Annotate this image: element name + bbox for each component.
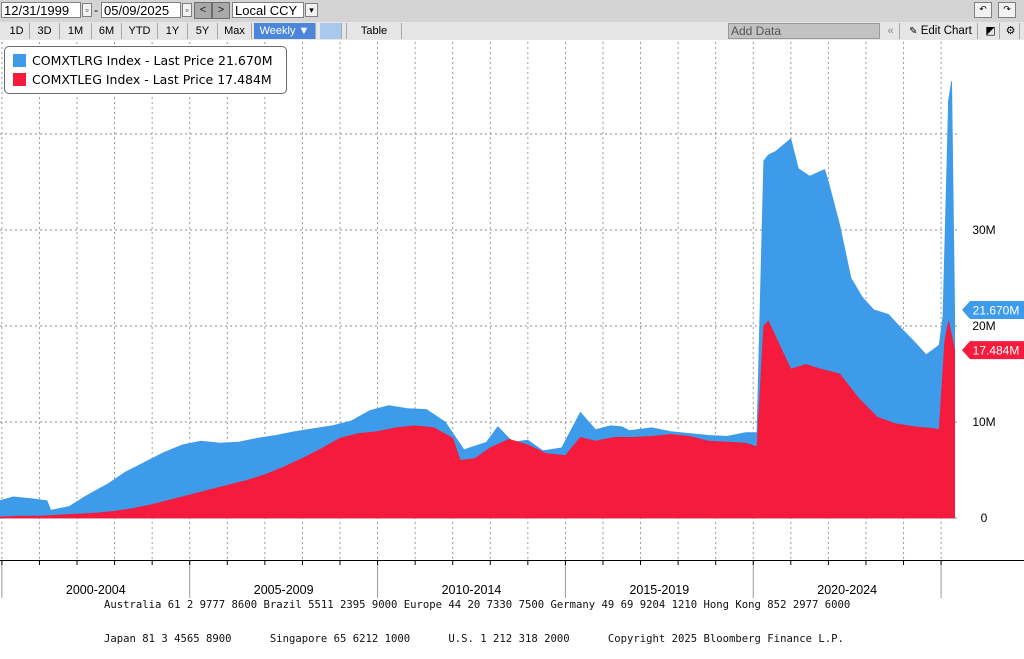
x-axis-band	[0, 560, 1024, 600]
chevron-down-icon[interactable]: ▾	[305, 3, 318, 17]
range-5y-button[interactable]: 5Y	[188, 23, 218, 39]
series-comxtleg-area	[0, 320, 955, 519]
footer-contacts-line2: Japan 81 3 4565 8900 Singapore 65 6212 1…	[104, 633, 844, 645]
frequency-select[interactable]: Weekly ▼	[254, 23, 316, 39]
badge-shape	[962, 300, 1024, 319]
date-toolbar: 12/31/1999 ▫ - 05/09/2025 ▫ < > Local CC…	[0, 0, 1024, 23]
range-max-button[interactable]: Max	[218, 23, 252, 39]
x-period-label: 2015-2019	[629, 583, 689, 597]
area-chart: 0 10M 20M 30M 21.670M 17.484M 2000-2004 2005-20…	[0, 40, 1024, 600]
badge-shape	[962, 341, 1024, 360]
end-date-input[interactable]: 05/09/2025	[101, 2, 181, 18]
add-data-input[interactable]: Add Data	[728, 23, 880, 39]
x-period-label: 2020-2024	[817, 583, 877, 597]
range-ytd-button[interactable]: YTD	[122, 23, 158, 39]
y-tick-label: 20M	[972, 319, 995, 333]
range-1y-button[interactable]: 1Y	[158, 23, 188, 39]
y-tick-label: 10M	[972, 415, 995, 429]
pencil-icon: ✎	[909, 26, 918, 37]
legend-swatch	[13, 73, 26, 86]
badge-label: 17.484M	[973, 344, 1020, 358]
last-value-badge-comxtleg: 17.484M	[962, 341, 1024, 360]
x-period-label: 2000-2004	[66, 583, 126, 597]
range-6m-button[interactable]: 6M	[92, 23, 122, 39]
last-value-badge-comxtlrg: 21.670M	[962, 300, 1024, 319]
double-chevron-left-icon[interactable]: «	[882, 23, 900, 39]
chart-legend: COMXTLRG Index - Last Price 21.670M COMX…	[4, 46, 287, 94]
legend-swatch	[13, 54, 26, 67]
next-period-button[interactable]: >	[212, 2, 230, 19]
chart-type-icon[interactable]	[320, 23, 342, 39]
legend-label: COMXTLRG Index - Last Price 21.670M	[32, 53, 273, 68]
range-1d-button[interactable]: 1D	[4, 23, 30, 39]
gear-icon[interactable]: ⚙	[1002, 23, 1020, 39]
edit-chart-label: Edit Chart	[920, 25, 972, 37]
annotate-icon[interactable]: ◩	[982, 23, 1000, 39]
x-period-label: 2010-2014	[442, 583, 502, 597]
edit-chart-button[interactable]: ✎ Edit Chart	[904, 23, 978, 39]
range-toolbar: 1D 3D 1M 6M YTD 1Y 5Y Max Weekly ▼ Table…	[0, 22, 1024, 41]
start-date-input[interactable]: 12/31/1999	[1, 2, 81, 18]
legend-label: COMXTLEG Index - Last Price 17.484M	[32, 72, 272, 87]
calendar-icon[interactable]: ▫	[182, 3, 192, 17]
range-1m-button[interactable]: 1M	[60, 23, 92, 39]
redo-icon[interactable]: ↷	[998, 2, 1016, 18]
x-period-label: 2005-2009	[254, 583, 314, 597]
y-tick-label: 30M	[972, 223, 995, 237]
currency-select[interactable]: Local CCY	[232, 2, 304, 18]
badge-label: 21.670M	[973, 303, 1020, 317]
footer-contacts-line1: Australia 61 2 9777 8600 Brazil 5511 239…	[104, 599, 851, 611]
y-tick-label: 0	[981, 511, 988, 525]
calendar-icon[interactable]: ▫	[82, 3, 92, 17]
prev-period-button[interactable]: <	[194, 2, 212, 19]
legend-item-comxtleg[interactable]: COMXTLEG Index - Last Price 17.484M	[13, 72, 272, 88]
undo-icon[interactable]: ↶	[974, 2, 992, 18]
date-separator: -	[94, 3, 98, 17]
table-button[interactable]: Table	[346, 23, 402, 39]
legend-item-comxtlrg[interactable]: COMXTLRG Index - Last Price 21.670M	[13, 53, 273, 69]
range-3d-button[interactable]: 3D	[30, 23, 60, 39]
